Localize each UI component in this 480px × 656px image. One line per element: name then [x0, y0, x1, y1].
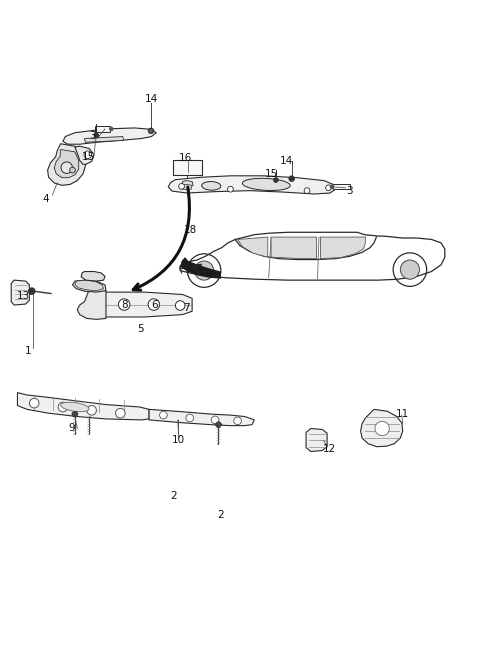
Text: 18: 18 — [183, 225, 197, 235]
Circle shape — [87, 405, 96, 415]
Circle shape — [94, 133, 99, 138]
Circle shape — [330, 185, 334, 189]
Polygon shape — [173, 161, 202, 175]
Text: 3: 3 — [346, 186, 352, 196]
Polygon shape — [321, 237, 365, 258]
Circle shape — [375, 421, 389, 436]
Polygon shape — [333, 184, 350, 189]
Text: 6: 6 — [152, 300, 158, 310]
Circle shape — [148, 128, 154, 134]
Text: 11: 11 — [396, 409, 409, 419]
Circle shape — [211, 416, 219, 424]
Ellipse shape — [202, 182, 221, 190]
Polygon shape — [81, 272, 105, 281]
Polygon shape — [11, 280, 29, 305]
Text: 15: 15 — [82, 152, 95, 161]
Polygon shape — [306, 428, 327, 451]
Polygon shape — [54, 150, 79, 178]
Circle shape — [194, 261, 214, 280]
Circle shape — [150, 129, 153, 133]
Circle shape — [61, 162, 72, 173]
Polygon shape — [149, 409, 254, 426]
Circle shape — [175, 300, 185, 310]
Text: 9: 9 — [68, 423, 75, 433]
Circle shape — [29, 398, 39, 408]
Text: 3: 3 — [89, 131, 96, 140]
Text: 4: 4 — [43, 194, 49, 204]
Circle shape — [216, 422, 221, 428]
Circle shape — [234, 417, 241, 424]
Circle shape — [109, 127, 113, 131]
Circle shape — [274, 178, 278, 182]
Circle shape — [186, 414, 193, 422]
Circle shape — [393, 253, 427, 287]
Polygon shape — [84, 136, 124, 142]
Polygon shape — [180, 184, 192, 190]
Text: 15: 15 — [264, 169, 278, 179]
Polygon shape — [75, 280, 104, 291]
Text: 13: 13 — [17, 291, 30, 301]
Circle shape — [179, 184, 184, 189]
Polygon shape — [168, 176, 336, 194]
Circle shape — [325, 185, 331, 191]
Text: 16: 16 — [179, 153, 192, 163]
Circle shape — [72, 411, 78, 417]
Polygon shape — [72, 280, 106, 292]
Ellipse shape — [60, 402, 89, 412]
Polygon shape — [180, 257, 221, 279]
Text: 8: 8 — [121, 300, 128, 310]
Circle shape — [70, 167, 75, 173]
Circle shape — [159, 411, 167, 419]
Polygon shape — [17, 392, 149, 420]
Polygon shape — [360, 409, 403, 447]
Text: 14: 14 — [280, 156, 294, 167]
Polygon shape — [96, 126, 110, 132]
Circle shape — [116, 409, 125, 418]
Polygon shape — [238, 237, 268, 257]
Polygon shape — [101, 292, 192, 317]
Ellipse shape — [242, 178, 290, 190]
Polygon shape — [63, 128, 156, 144]
Circle shape — [119, 298, 130, 310]
Text: 1: 1 — [25, 346, 32, 356]
Polygon shape — [77, 290, 106, 319]
Polygon shape — [271, 237, 317, 258]
Text: 5: 5 — [137, 325, 144, 335]
Circle shape — [304, 188, 310, 194]
Circle shape — [400, 260, 420, 279]
Text: 14: 14 — [145, 94, 158, 104]
Circle shape — [58, 402, 68, 412]
Circle shape — [228, 186, 233, 192]
Polygon shape — [75, 146, 94, 164]
Circle shape — [84, 151, 92, 159]
Text: 2: 2 — [217, 510, 224, 520]
Circle shape — [289, 176, 295, 182]
Circle shape — [28, 288, 35, 295]
Circle shape — [148, 298, 159, 310]
Text: 2: 2 — [170, 491, 177, 501]
Text: 7: 7 — [183, 303, 190, 313]
Polygon shape — [181, 180, 193, 186]
Text: 12: 12 — [323, 443, 336, 453]
Text: 10: 10 — [172, 436, 185, 445]
Polygon shape — [48, 144, 86, 186]
Circle shape — [187, 254, 221, 287]
